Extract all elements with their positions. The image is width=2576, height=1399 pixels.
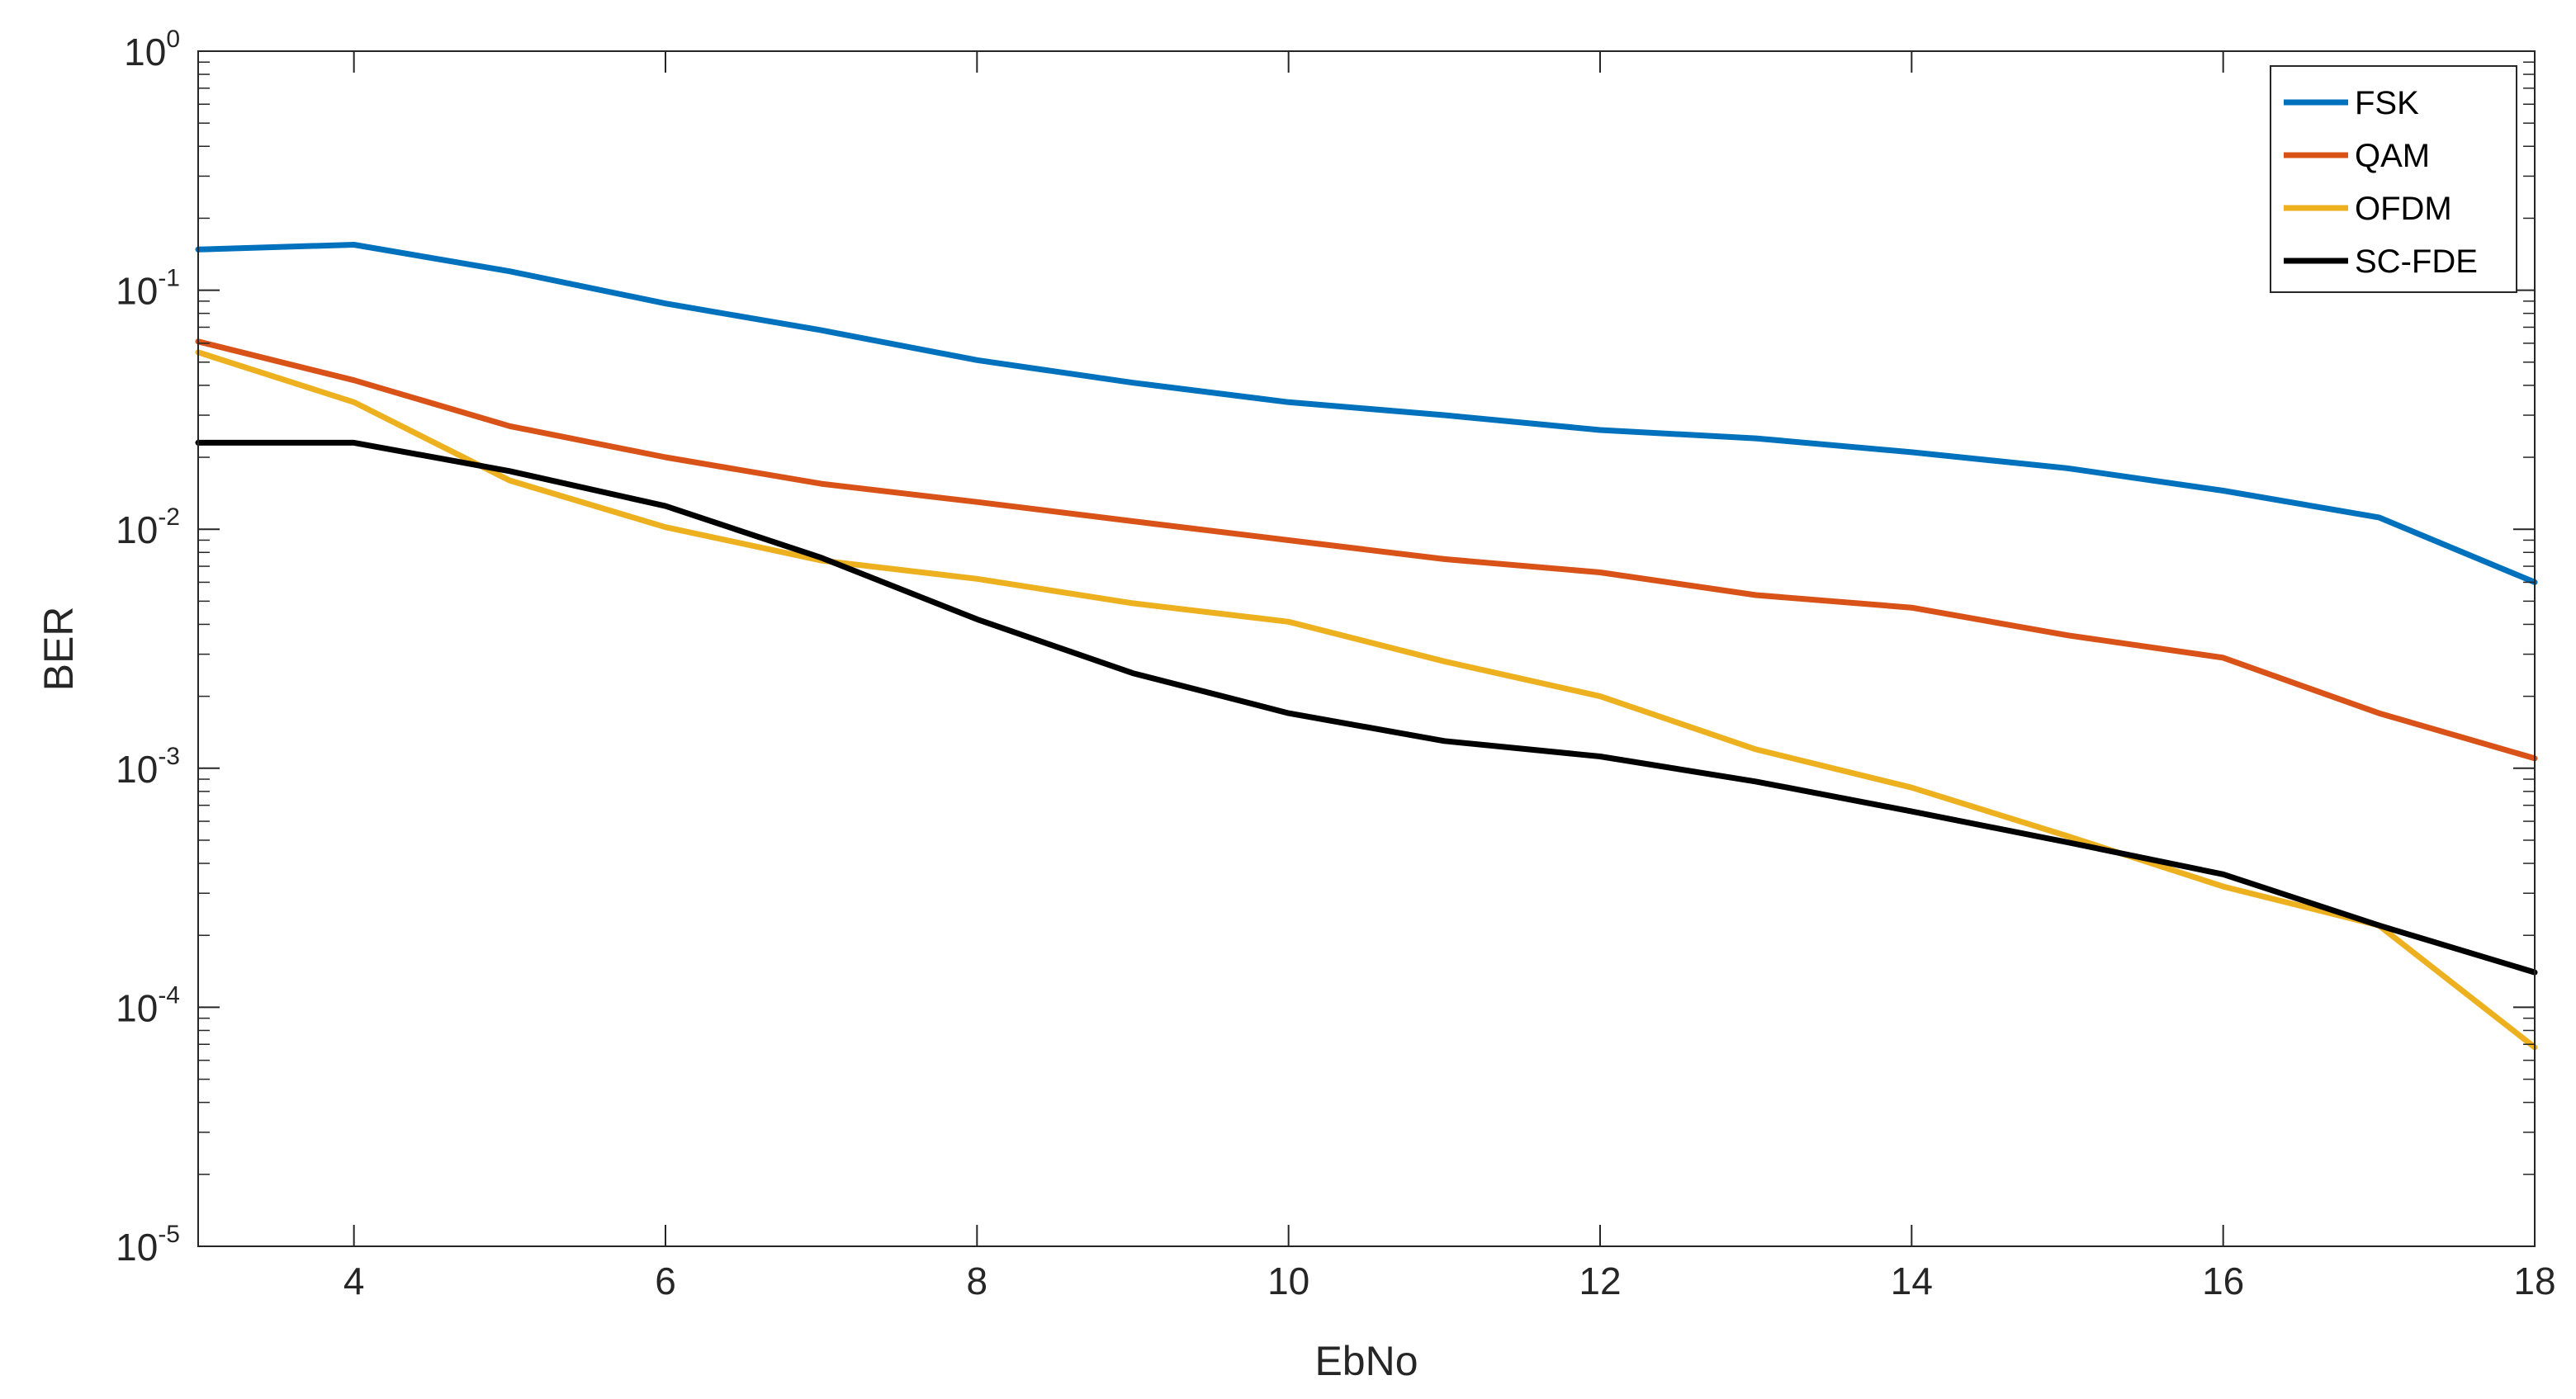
y-axis-label: BER — [36, 607, 82, 692]
y-tick-label: 10-3 — [116, 743, 180, 791]
legend-label-qam: QAM — [2355, 138, 2430, 174]
x-tick-label: 14 — [1891, 1260, 1933, 1302]
legend-label-sc-fde: SC-FDE — [2355, 243, 2478, 280]
x-tick-label: 10 — [1267, 1260, 1309, 1302]
y-tick-label: 10-2 — [116, 503, 180, 551]
y-tick-label: 10-1 — [116, 265, 180, 313]
x-axis-label: EbNo — [1314, 1338, 1418, 1384]
legend-label-fsk: FSK — [2355, 85, 2419, 121]
plot-background — [198, 51, 2535, 1246]
y-tick-label: 10-5 — [116, 1221, 180, 1269]
series-line-sc-fde — [195, 439, 2538, 976]
series-line-qam — [195, 338, 2538, 762]
x-tick-label: 18 — [2513, 1260, 2555, 1302]
series-line-fsk — [195, 242, 2538, 585]
x-tick-label: 4 — [343, 1260, 365, 1302]
x-ticks: 4 6 8 10 12 14 16 18 — [343, 51, 2556, 1302]
legend: FSK QAM OFDM SC-FDE — [2270, 65, 2517, 293]
legend-label-ofdm: OFDM — [2355, 191, 2452, 227]
y-tick-label: 100 — [124, 26, 180, 73]
x-tick-label: 6 — [655, 1260, 676, 1302]
series-lines — [195, 242, 2538, 1051]
plot-frame — [197, 50, 2536, 1247]
x-tick-label: 16 — [2202, 1260, 2244, 1302]
x-tick-label: 12 — [1579, 1260, 1621, 1302]
y-tick-label: 10-4 — [116, 981, 180, 1029]
y-ticks: 10-5 10-4 10-3 10-2 10-1 100 — [116, 26, 2535, 1269]
series-line-ofdm — [195, 349, 2538, 1051]
x-tick-label: 8 — [967, 1260, 988, 1302]
